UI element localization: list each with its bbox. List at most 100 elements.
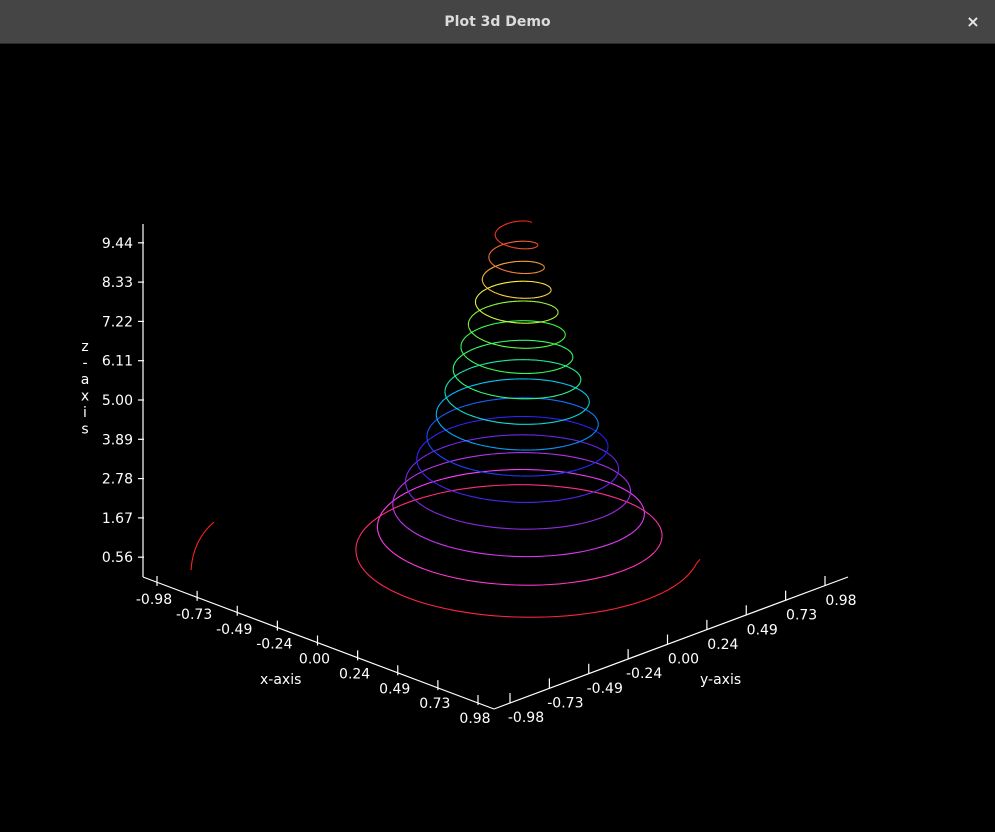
spiral-segment — [378, 583, 384, 587]
spiral-segment — [455, 578, 463, 580]
spiral-segment — [502, 270, 504, 271]
spiral-segment — [592, 578, 600, 580]
spiral-segment — [553, 344, 555, 345]
spiral-segment — [548, 471, 556, 472]
spiral-segment — [578, 373, 579, 374]
x-tick-label: 0.98 — [459, 711, 490, 727]
spiral-segment — [643, 506, 644, 509]
spiral-segment — [482, 313, 484, 314]
spiral-segment — [547, 342, 550, 343]
spiral-segment — [488, 289, 489, 290]
spiral-segment — [418, 466, 419, 469]
spiral-segment — [479, 328, 482, 329]
spiral-segment — [578, 468, 582, 469]
spiral-segment — [434, 512, 439, 514]
spiral-segment — [592, 445, 596, 447]
spiral-segment — [369, 521, 373, 525]
spiral-segment — [462, 342, 463, 344]
spiral-segment — [552, 325, 554, 326]
close-icon[interactable]: × — [961, 10, 985, 34]
spiral-segment — [476, 298, 477, 299]
spiral-segment — [440, 456, 443, 458]
spiral-segment — [554, 325, 556, 326]
spiral-segment — [500, 245, 501, 246]
spiral-segment — [464, 457, 471, 458]
spiral-segment — [555, 419, 560, 420]
spiral-segment — [475, 313, 477, 314]
spiral-segment — [447, 396, 450, 398]
spiral-segment — [559, 342, 560, 343]
spiral-segment — [356, 544, 357, 548]
spiral-segment — [637, 526, 639, 529]
spiral-segment — [656, 521, 658, 524]
spiral-segment — [495, 436, 502, 437]
spiral-segment — [566, 438, 572, 439]
spiral-segment — [447, 489, 452, 491]
spiral-segment — [422, 444, 424, 446]
y-tick-label: -0.73 — [547, 695, 583, 711]
spiral-segment — [456, 492, 461, 494]
spiral-segment — [504, 225, 505, 226]
spiral-segment — [469, 404, 474, 405]
spiral-segment — [472, 470, 477, 471]
z-tick-label: 1.67 — [102, 511, 133, 527]
spiral-segment — [411, 530, 415, 533]
spiral-segment — [416, 485, 422, 488]
spiral-segment — [500, 449, 505, 450]
spiral-segment — [496, 304, 499, 305]
spiral-segment — [694, 563, 696, 567]
spiral-segment — [454, 374, 455, 376]
spiral-segment — [578, 389, 580, 390]
spiral-segment — [443, 428, 445, 430]
spiral-segment — [559, 394, 562, 395]
spiral-segment — [570, 390, 572, 391]
spiral-segment — [551, 584, 560, 585]
spiral-segment — [428, 478, 431, 480]
spiral-segment — [580, 413, 582, 414]
spiral-segment — [505, 271, 507, 272]
spiral-segment — [556, 309, 557, 310]
spiral-segment — [621, 488, 625, 490]
spiral-segment — [462, 388, 466, 390]
spiral-segment — [450, 476, 458, 478]
spiral-segment — [438, 422, 439, 424]
spiral-segment — [584, 426, 588, 428]
spiral-segment — [552, 318, 553, 319]
spiral-segment — [502, 501, 508, 502]
spiral-segment — [688, 571, 691, 575]
spiral-segment — [432, 493, 440, 495]
spiral-segment — [605, 453, 606, 455]
spiral-segment — [426, 508, 430, 510]
spiral-segment — [642, 520, 643, 523]
spiral-segment — [479, 294, 480, 295]
spiral-segment — [493, 249, 494, 250]
spiral-segment — [562, 554, 569, 555]
spiral-segment — [453, 406, 455, 408]
spiral-segment — [483, 275, 484, 276]
spiral-segment — [614, 459, 616, 461]
spiral-segment — [582, 467, 586, 468]
spiral-segment — [476, 311, 478, 312]
spiral-segment — [500, 346, 503, 347]
spiral-segment — [616, 461, 617, 463]
spiral-segment — [543, 380, 547, 381]
spiral-segment — [474, 330, 476, 331]
z-tick-label: 0.56 — [102, 550, 133, 566]
spiral-segment — [357, 556, 358, 560]
spiral-segment — [589, 404, 590, 406]
spiral-segment — [552, 306, 553, 307]
spiral-segment — [456, 377, 457, 379]
spiral-segment — [543, 284, 544, 285]
spiral-segment — [438, 405, 439, 407]
spiral-segment — [605, 485, 608, 487]
spiral-segment — [476, 297, 477, 298]
spiral-segment — [478, 401, 483, 402]
spiral-segment — [468, 350, 471, 351]
spiral-segment — [636, 506, 641, 509]
spiral-segment — [546, 399, 551, 400]
spiral-segment — [415, 533, 420, 536]
y-tick-label: -0.24 — [626, 666, 662, 682]
spiral-segment — [596, 418, 597, 420]
spiral-segment — [563, 338, 564, 339]
spiral-segment — [473, 402, 478, 403]
